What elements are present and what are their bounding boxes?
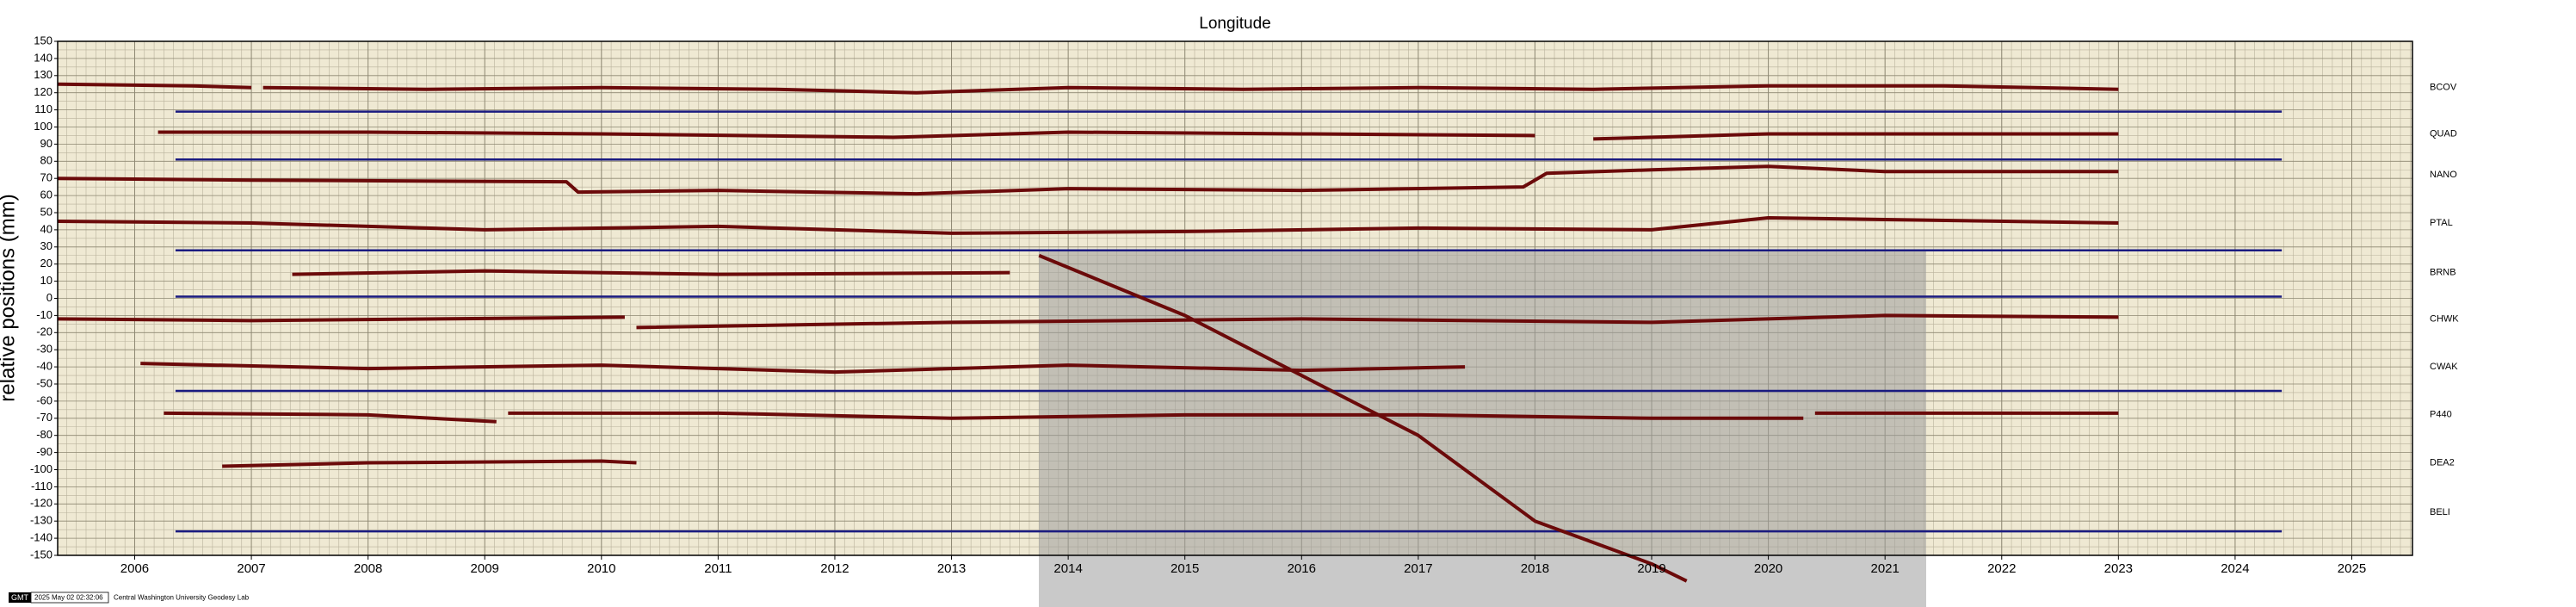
series-line: [636, 313, 2119, 330]
series-line: [508, 411, 1804, 420]
x-tick-label: 2025: [2338, 561, 2366, 576]
y-tick-label: 110: [34, 102, 53, 115]
x-tick-label: 2008: [354, 561, 382, 576]
station-label: DEA2: [2430, 457, 2455, 468]
y-tick-label: -60: [36, 393, 53, 406]
y-tick-label: 0: [46, 291, 53, 304]
y-tick-label: -90: [36, 445, 53, 458]
y-tick-label: 140: [34, 51, 53, 64]
station-label: PTAL: [2430, 218, 2453, 228]
x-tick-label: 2012: [820, 561, 849, 576]
y-tick-label: -120: [30, 497, 53, 510]
station-label: BCOV: [2430, 83, 2457, 93]
y-tick-label: 20: [40, 257, 53, 269]
x-tick-label: 2006: [120, 561, 149, 576]
series-line: [158, 130, 1535, 139]
series-line: [292, 269, 1010, 276]
series-line: [57, 164, 2119, 196]
series-line: [263, 84, 2119, 95]
x-tick-label: 2017: [1404, 561, 1432, 576]
chart-title: Longitude: [1199, 15, 1270, 33]
x-tick-label: 2011: [704, 561, 732, 576]
x-tick-label: 2014: [1053, 561, 1082, 576]
y-tick-label: 130: [34, 68, 53, 81]
y-tick-label: -80: [36, 428, 53, 441]
y-tick-label: -70: [36, 411, 53, 424]
x-tick-label: 2019: [1637, 561, 1665, 576]
series-line: [57, 215, 2119, 235]
footer-logo: GMT: [11, 593, 28, 602]
x-tick-label: 2009: [471, 561, 499, 576]
series-line: [222, 459, 637, 468]
station-label: CHWK: [2430, 313, 2459, 324]
y-tick-label: 50: [40, 205, 53, 218]
y-tick-label: 40: [40, 222, 53, 235]
station-label: P440: [2430, 410, 2452, 420]
y-tick-label: -30: [36, 343, 53, 356]
y-axis-label: relative positions (mm): [0, 194, 19, 401]
y-tick-label: -20: [36, 325, 53, 338]
x-tick-label: 2021: [1870, 561, 1899, 576]
y-tick-label: -100: [30, 462, 53, 475]
footer-logo-box: [9, 592, 31, 603]
station-label: BRNB: [2430, 268, 2456, 278]
y-tick-label: -40: [36, 360, 53, 373]
y-tick-label: -50: [36, 376, 53, 389]
series-line: [164, 411, 497, 424]
station-label: NANO: [2430, 170, 2457, 180]
y-tick-label: 30: [40, 239, 53, 252]
y-tick-label: -10: [36, 308, 53, 321]
footer-credit: Central Washington University Geodesy La…: [114, 594, 250, 602]
y-tick-label: -140: [30, 531, 53, 544]
station-label: CWAK: [2430, 362, 2458, 372]
y-tick-label: 70: [40, 171, 53, 184]
y-tick-label: 60: [40, 189, 53, 201]
series-line: [1593, 132, 2119, 141]
y-tick-label: 10: [40, 274, 53, 287]
y-tick-label: -150: [30, 548, 53, 561]
y-tick-label: 100: [34, 120, 53, 133]
footer-box: [30, 592, 109, 604]
x-tick-label: 2018: [1521, 561, 1549, 576]
x-tick-label: 2024: [2221, 561, 2249, 576]
x-tick-label: 2015: [1171, 561, 1199, 576]
series-line: [57, 315, 625, 323]
y-tick-label: -110: [31, 480, 53, 492]
y-tick-label: -130: [30, 514, 53, 527]
x-tick-label: 2010: [587, 561, 615, 576]
station-label: QUAD: [2430, 128, 2457, 139]
y-tick-label: 80: [40, 154, 53, 167]
series-line: [140, 362, 1466, 375]
x-tick-label: 2022: [1987, 561, 2016, 576]
x-tick-label: 2020: [1754, 561, 1782, 576]
series-line: [57, 82, 252, 90]
footer-timestamp: 2025 May 02 02:32:06: [34, 594, 103, 602]
x-tick-label: 2023: [2104, 561, 2133, 576]
series-line: [1038, 253, 1688, 583]
x-tick-label: 2013: [937, 561, 966, 576]
x-tick-label: 2016: [1288, 561, 1316, 576]
y-tick-label: 120: [34, 85, 53, 98]
marks: [57, 82, 2283, 583]
y-tick-label: 150: [34, 34, 53, 46]
x-tick-label: 2007: [237, 561, 265, 576]
y-tick-label: 90: [40, 137, 53, 150]
station-label: BELI: [2430, 507, 2450, 517]
shaded-region: [1039, 251, 1926, 607]
